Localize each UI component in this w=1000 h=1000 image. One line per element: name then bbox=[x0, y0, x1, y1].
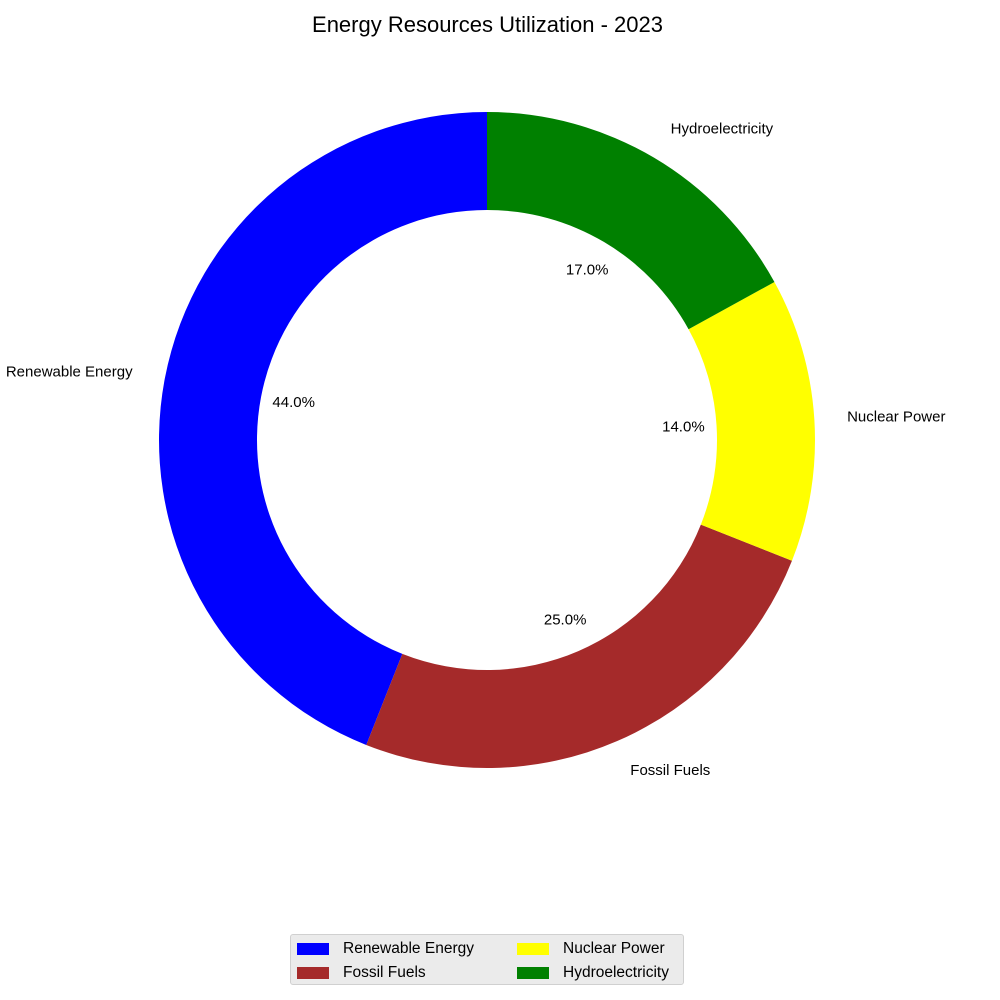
slice-renewable-energy bbox=[159, 112, 487, 745]
slice-label-renewable-energy: Renewable Energy bbox=[6, 363, 133, 380]
slice-nuclear-power bbox=[689, 282, 815, 561]
legend-swatch bbox=[517, 967, 549, 979]
slice-label-hydroelectricity: Hydroelectricity bbox=[671, 120, 774, 137]
legend-label: Renewable Energy bbox=[343, 940, 474, 958]
legend-label: Fossil Fuels bbox=[343, 964, 426, 982]
slice-percent-fossil-fuels: 25.0% bbox=[544, 612, 587, 629]
slice-label-nuclear-power: Nuclear Power bbox=[847, 408, 945, 425]
legend-item-nuclear-power: Nuclear Power bbox=[517, 937, 687, 961]
legend-swatch bbox=[517, 943, 549, 955]
legend-item-fossil-fuels: Fossil Fuels bbox=[297, 961, 517, 985]
slice-percent-hydroelectricity: 17.0% bbox=[566, 262, 609, 279]
legend-item-renewable-energy: Renewable Energy bbox=[297, 937, 517, 961]
legend-label: Nuclear Power bbox=[563, 940, 665, 958]
legend-label: Hydroelectricity bbox=[563, 964, 669, 982]
slice-percent-renewable-energy: 44.0% bbox=[272, 394, 315, 411]
legend-item-hydroelectricity: Hydroelectricity bbox=[517, 961, 687, 985]
legend-swatch bbox=[297, 967, 329, 979]
slice-fossil-fuels bbox=[366, 525, 792, 768]
legend: Renewable Energy Fossil Fuels Nuclear Powe… bbox=[290, 934, 684, 985]
legend-swatch bbox=[297, 943, 329, 955]
slice-percent-nuclear-power: 14.0% bbox=[662, 419, 705, 436]
slice-label-fossil-fuels: Fossil Fuels bbox=[630, 762, 710, 779]
slice-hydroelectricity bbox=[487, 112, 774, 329]
